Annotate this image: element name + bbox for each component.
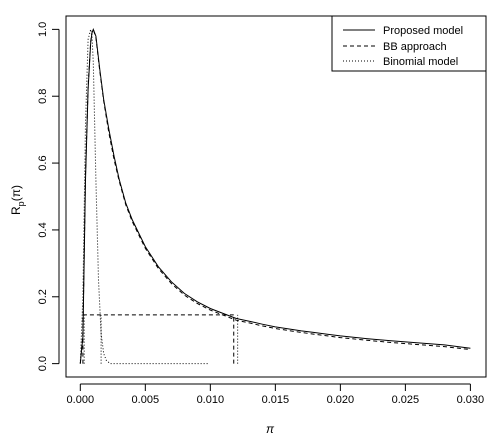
x-tick-label: 0.025 [392, 394, 420, 406]
legend-label-proposed-model: Proposed model [383, 25, 463, 37]
x-axis: 0.000 0.005 0.010 0.015 0.020 0.025 0.030 [67, 383, 485, 406]
legend-box [331, 15, 487, 72]
y-axis: 0.0 0.2 0.4 0.6 0.8 1.0 [37, 22, 60, 371]
y-tick-label: 0.6 [37, 155, 49, 170]
y-tick-label: 0.8 [37, 89, 49, 104]
series-line-binomial-model [79, 29, 208, 365]
y-tick-label: 0.2 [37, 289, 49, 304]
y-axis-label: Rp(π) [9, 185, 26, 215]
x-tick-label: 0.020 [327, 394, 355, 406]
series-layer [79, 27, 471, 365]
x-axis-label: π [266, 422, 275, 436]
legend-label-bb-approach: BB approach [383, 41, 447, 53]
series-line-bb-approach [79, 27, 471, 364]
y-tick-label: 0.4 [37, 222, 49, 237]
series-line-proposed-model [79, 28, 471, 364]
y-tick-label: 1.0 [37, 22, 49, 37]
x-tick-label: 0.010 [197, 394, 225, 406]
legend: Proposed model BB approach Binomial mode… [331, 15, 487, 72]
y-tick-label: 0.0 [37, 356, 49, 371]
x-tick-label: 0.005 [132, 394, 160, 406]
legend-label-binomial-model: Binomial model [383, 56, 458, 68]
x-tick-label: 0.015 [262, 394, 290, 406]
interval-layer [82, 314, 239, 364]
x-tick-label: 0.030 [457, 394, 485, 406]
plot-frame [65, 15, 487, 378]
x-tick-label: 0.000 [67, 394, 95, 406]
